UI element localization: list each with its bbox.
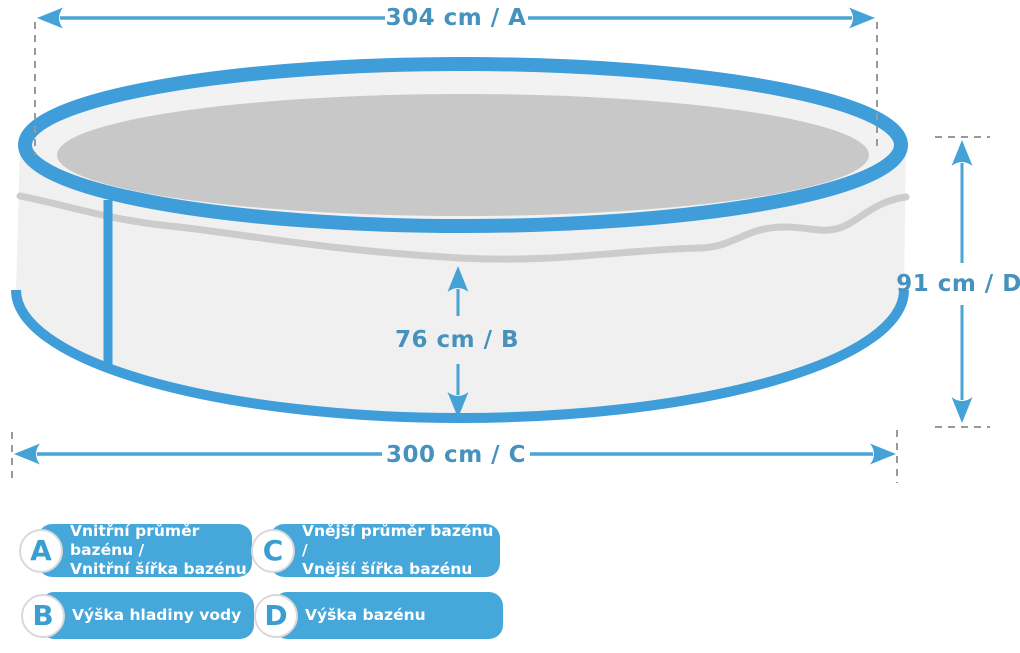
- dimension-label-outer-width: 304 cm / A: [385, 5, 527, 31]
- arrow-left-icon: [37, 7, 63, 29]
- pool-bottom-rim: [11, 289, 909, 423]
- legend-item-d: D Výška bazénu: [254, 592, 503, 639]
- legend-item-c: C Vnější průměr bazénu / Vnější šířka ba…: [251, 522, 500, 578]
- dimension-label-pool-height: 91 cm / D: [896, 271, 1020, 297]
- legend-pill-b: Výška hladiny vody: [40, 592, 254, 639]
- legend-badge-d: D: [254, 593, 298, 638]
- legend-badge-c: C: [251, 528, 295, 573]
- dimension-pool-height: [951, 140, 973, 423]
- legend-pill-d: Výška bazénu: [273, 592, 503, 639]
- legend-item-b: B Výška hladiny vody: [21, 592, 254, 639]
- legend-letter: D: [264, 599, 288, 632]
- water-surface: [57, 94, 869, 216]
- legend-badge-a: A: [19, 528, 63, 573]
- legend-label: Vnitřní šířka bazénu: [70, 560, 247, 578]
- dimension-water-height: [447, 266, 469, 418]
- legend-letter: B: [32, 599, 54, 632]
- arrow-right-icon: [849, 7, 875, 29]
- arrow-right-icon: [870, 443, 896, 465]
- pool-body: [11, 57, 910, 423]
- legend-label: Vnější šířka bazénu: [302, 560, 473, 578]
- dimension-inner-width: [14, 443, 896, 465]
- legend-letter: C: [262, 534, 284, 567]
- arrow-up-icon: [951, 140, 973, 166]
- arrow-down-icon: [447, 392, 469, 418]
- dimension-outer-width: [37, 7, 875, 29]
- legend-label: Vnější průměr bazénu /: [302, 522, 494, 559]
- legend-label: Výška hladiny vody: [72, 606, 242, 624]
- arrow-down-icon: [951, 397, 973, 423]
- legend-label: Vnitřní průměr bazénu /: [70, 522, 200, 559]
- dimension-label-inner-width: 300 cm / C: [386, 442, 526, 468]
- legend-badge-b: B: [21, 593, 65, 638]
- waterline-wave: [16, 192, 910, 263]
- guide-lines: [11, 22, 990, 483]
- arrow-left-icon: [14, 443, 40, 465]
- legend-letter: A: [30, 534, 52, 567]
- legend-pill-a: Vnitřní průměr bazénu / Vnitřní šířka ba…: [38, 522, 252, 578]
- dimension-label-water-height: 76 cm / B: [394, 327, 520, 353]
- arrow-up-icon: [447, 266, 469, 292]
- legend-item-a: A Vnitřní průměr bazénu / Vnitřní šířka …: [19, 522, 252, 578]
- legend-pill-c: Vnější průměr bazénu / Vnější šířka bazé…: [270, 522, 500, 578]
- legend-label: Výška bazénu: [305, 606, 426, 624]
